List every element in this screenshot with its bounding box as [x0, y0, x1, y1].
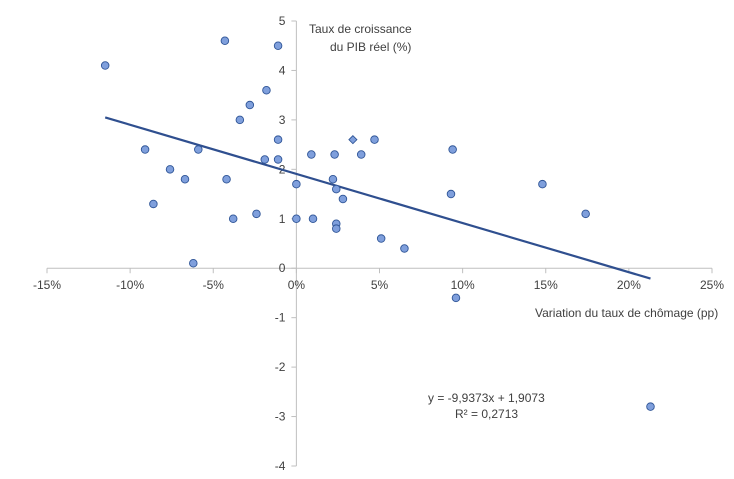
data-point: [308, 214, 318, 224]
y-axis-title-line-2: du PIB réel (%): [330, 40, 411, 54]
data-point: [338, 194, 348, 204]
y-tick-label: -1: [275, 311, 286, 325]
x-tick-label: 20%: [617, 278, 641, 292]
data-point: [140, 145, 150, 154]
data-point: [646, 402, 655, 411]
data-point: [228, 214, 238, 224]
axis-titles: Taux de croissance du PIB réel (%) Varia…: [309, 22, 718, 320]
x-tick-label: 15%: [534, 278, 558, 292]
x-tick-label: -5%: [203, 278, 225, 292]
data-point: [370, 135, 379, 144]
data-point: [235, 115, 245, 125]
axes: [47, 21, 712, 466]
data-point: [245, 100, 255, 110]
data-point: [220, 36, 230, 46]
data-point: [330, 150, 339, 159]
data-point: [538, 179, 547, 189]
data-point: [332, 224, 341, 233]
data-point: [100, 61, 110, 70]
data-point: [273, 155, 283, 164]
data-point: [376, 234, 386, 243]
data-point: [273, 135, 283, 144]
y-axis-title-line-1: Taux de croissance: [309, 22, 412, 36]
trendline-annotation: y = -9,9373x + 1,9073 R² = 0,2713: [428, 391, 545, 421]
x-tick-label: -15%: [33, 278, 61, 292]
data-point: [446, 189, 456, 199]
data-point: [149, 199, 158, 209]
tick-labels: -15%-10%-5%0%5%10%15%20%25%-4-3-2-101234…: [33, 14, 724, 473]
data-point: [581, 209, 590, 219]
x-tick-label: -10%: [116, 278, 144, 292]
data-points: [100, 36, 655, 411]
y-tick-label: 0: [279, 261, 286, 275]
x-axis-title: Variation du taux de chômage (pp): [535, 306, 718, 320]
data-point: [451, 293, 461, 303]
data-point: [260, 155, 270, 164]
y-tick-label: 3: [279, 113, 286, 127]
data-point: [356, 150, 366, 159]
y-tick-label: -3: [275, 410, 286, 424]
data-point: [307, 150, 316, 159]
trendline-equation: y = -9,9373x + 1,9073: [428, 391, 545, 405]
data-point: [292, 179, 301, 189]
x-tick-label: 25%: [700, 278, 724, 292]
data-point: [252, 209, 261, 219]
data-point: [189, 259, 198, 268]
x-tick-label: 5%: [371, 278, 389, 292]
data-point: [222, 174, 231, 184]
y-tick-label: 4: [279, 63, 286, 77]
data-point: [448, 145, 457, 154]
y-tick-label: 5: [279, 14, 286, 28]
data-point: [328, 174, 338, 184]
x-tick-label: 0%: [288, 278, 306, 292]
data-point: [400, 244, 409, 253]
data-point: [180, 174, 190, 184]
y-tick-label: -2: [275, 360, 286, 374]
x-tick-label: 10%: [451, 278, 475, 292]
trendline: [104, 116, 651, 280]
data-point: [273, 41, 283, 50]
data-point: [262, 85, 271, 95]
trendline-r2: R² = 0,2713: [455, 407, 518, 421]
data-point: [292, 214, 301, 224]
y-tick-label: 1: [279, 212, 286, 226]
data-point: [332, 184, 341, 194]
data-point-diamond: [348, 135, 358, 145]
trendline-group: [104, 116, 651, 280]
data-point: [194, 145, 203, 154]
y-tick-label: -4: [275, 459, 286, 473]
data-point: [165, 165, 175, 174]
